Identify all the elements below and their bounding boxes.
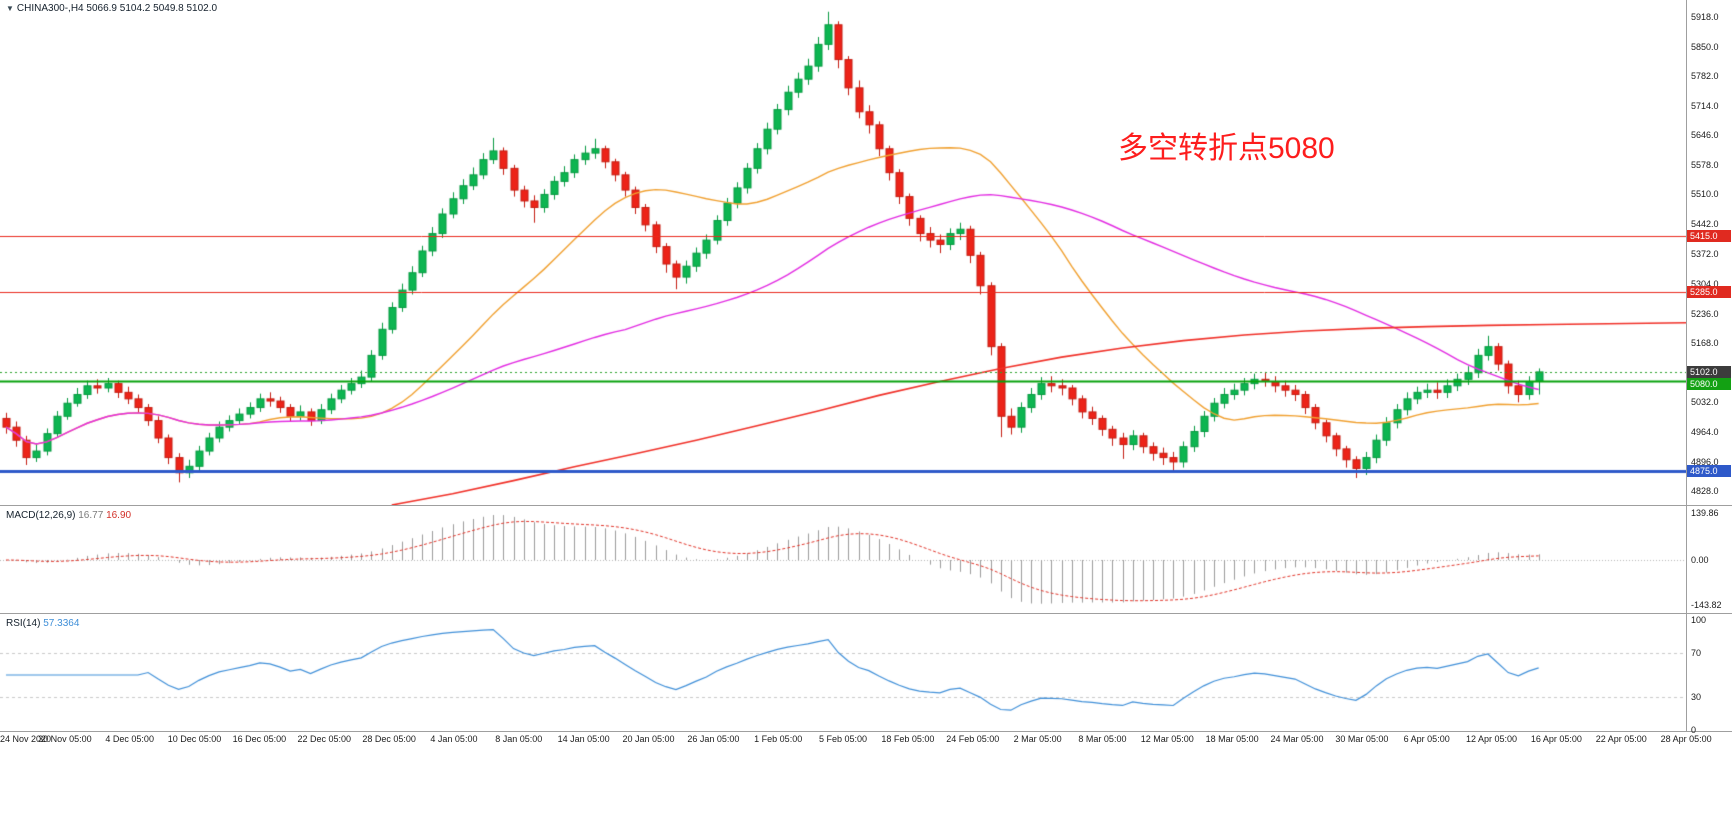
time-axis-label: 24 Mar 05:00	[1270, 734, 1324, 744]
resistance-5415-tag[interactable]: 5415.0	[1687, 229, 1731, 242]
support-4875-tag[interactable]: 4875.0	[1687, 464, 1731, 477]
panel-separator	[0, 731, 1732, 732]
rsi-axis-label: 100	[1691, 615, 1707, 625]
symbol-marker-icon: ▼	[6, 4, 14, 13]
price-axis-label: 5714.0	[1691, 100, 1719, 111]
time-axis-label: 22 Apr 05:00	[1595, 734, 1647, 744]
time-axis-label: 16 Dec 05:00	[232, 734, 287, 744]
price-axis-label: 5442.0	[1691, 219, 1719, 229]
macd-axis-label: 139.86	[1691, 508, 1719, 518]
macd-panel-canvas[interactable]	[0, 506, 1686, 613]
rsi-panel-canvas[interactable]	[0, 614, 1686, 731]
time-axis-label: 30 Mar 05:00	[1335, 734, 1389, 744]
rsi-axis-label: 70	[1691, 648, 1702, 658]
symbol-timeframe-label: CHINA300-,H4	[16, 3, 84, 14]
time-axis-label: 14 Jan 05:00	[557, 734, 610, 744]
rsi-name: RSI(14)	[6, 618, 41, 629]
price-axis-label: 5918.0	[1691, 11, 1719, 22]
price-axis-label: 5850.0	[1691, 41, 1719, 52]
macd-name: MACD(12,26,9)	[6, 510, 76, 521]
time-axis-label: 22 Dec 05:00	[297, 734, 352, 744]
panel-separator[interactable]	[0, 613, 1732, 614]
panel-separator[interactable]	[0, 505, 1732, 506]
price-axis-label: 5782.0	[1691, 71, 1719, 82]
macd-signal-value: 16.90	[106, 510, 132, 521]
time-axis-label: 2 Mar 05:00	[1013, 734, 1062, 744]
chart-header: ▼ CHINA300-,H4 5066.9 5104.2 5049.8 5102.…	[6, 3, 217, 14]
annotation-pivot-text[interactable]: 多空转折点5080	[1118, 132, 1335, 165]
rsi-axis-label: 0	[1691, 725, 1697, 735]
price-axis-label: 5032.0	[1691, 397, 1719, 408]
time-axis-label: 6 Apr 05:00	[1403, 734, 1450, 744]
time-axis-label: 4 Jan 05:00	[430, 734, 478, 744]
time-axis-label: 8 Jan 05:00	[495, 734, 543, 744]
price-axis-label: 4896.0	[1691, 456, 1719, 467]
time-axis-label: 18 Mar 05:00	[1205, 734, 1259, 744]
time-axis-label: 10 Dec 05:00	[167, 734, 222, 744]
resistance-5285-tag[interactable]: 5285.0	[1687, 286, 1731, 299]
time-axis-label: 30 Nov 05:00	[38, 734, 92, 744]
ohlc-values: 5066.9 5104.2 5049.8 5102.0	[86, 3, 218, 14]
price-axis-label: 5304.0	[1691, 279, 1719, 290]
time-axis-label: 1 Feb 05:00	[754, 734, 803, 744]
time-axis-label: 24 Nov 2020	[0, 734, 52, 744]
time-axis-label: 28 Dec 05:00	[362, 734, 416, 744]
macd-axis-label: 0.00	[1691, 555, 1709, 565]
rsi-indicator-label: RSI(14) 57.3364	[6, 618, 79, 629]
rsi-value: 57.3364	[43, 618, 80, 629]
macd-main-value: 16.77	[78, 510, 104, 521]
time-axis-label: 20 Jan 05:00	[622, 734, 675, 744]
price-axis-label: 5510.0	[1691, 189, 1719, 200]
macd-indicator-label: MACD(12,26,9) 16.77 16.90	[6, 510, 131, 521]
price-axis-label: 5646.0	[1691, 130, 1719, 141]
time-axis-label: 18 Feb 05:00	[881, 734, 935, 744]
price-axis-label: 5372.0	[1691, 249, 1719, 260]
price-axis-label: 4828.0	[1691, 486, 1719, 497]
price-chart-canvas[interactable]	[0, 0, 1686, 505]
time-axis-label: 26 Jan 05:00	[687, 734, 740, 744]
price-axis-label: 4964.0	[1691, 426, 1719, 437]
time-axis-label: 12 Apr 05:00	[1466, 734, 1518, 744]
time-axis-label: 16 Apr 05:00	[1530, 734, 1582, 744]
price-axis-label: 5578.0	[1691, 159, 1719, 170]
time-axis-label: 28 Apr 05:00	[1660, 734, 1712, 744]
time-axis-label: 4 Dec 05:00	[105, 734, 154, 744]
pivot-5080-tag[interactable]: 5080.0	[1687, 377, 1731, 390]
price-axis-border	[1686, 0, 1687, 731]
time-axis-label: 8 Mar 05:00	[1078, 734, 1127, 744]
macd-axis-label: -143.82	[1691, 600, 1722, 610]
time-axis-label: 5 Feb 05:00	[819, 734, 868, 744]
last-price-tag[interactable]: 5102.0	[1687, 365, 1731, 378]
time-axis-label: 24 Feb 05:00	[946, 734, 1000, 744]
price-axis-label: 5236.0	[1691, 308, 1719, 319]
rsi-axis-label: 30	[1691, 692, 1702, 702]
price-axis-label: 5168.0	[1691, 338, 1719, 349]
time-axis-label: 12 Mar 05:00	[1140, 734, 1194, 744]
